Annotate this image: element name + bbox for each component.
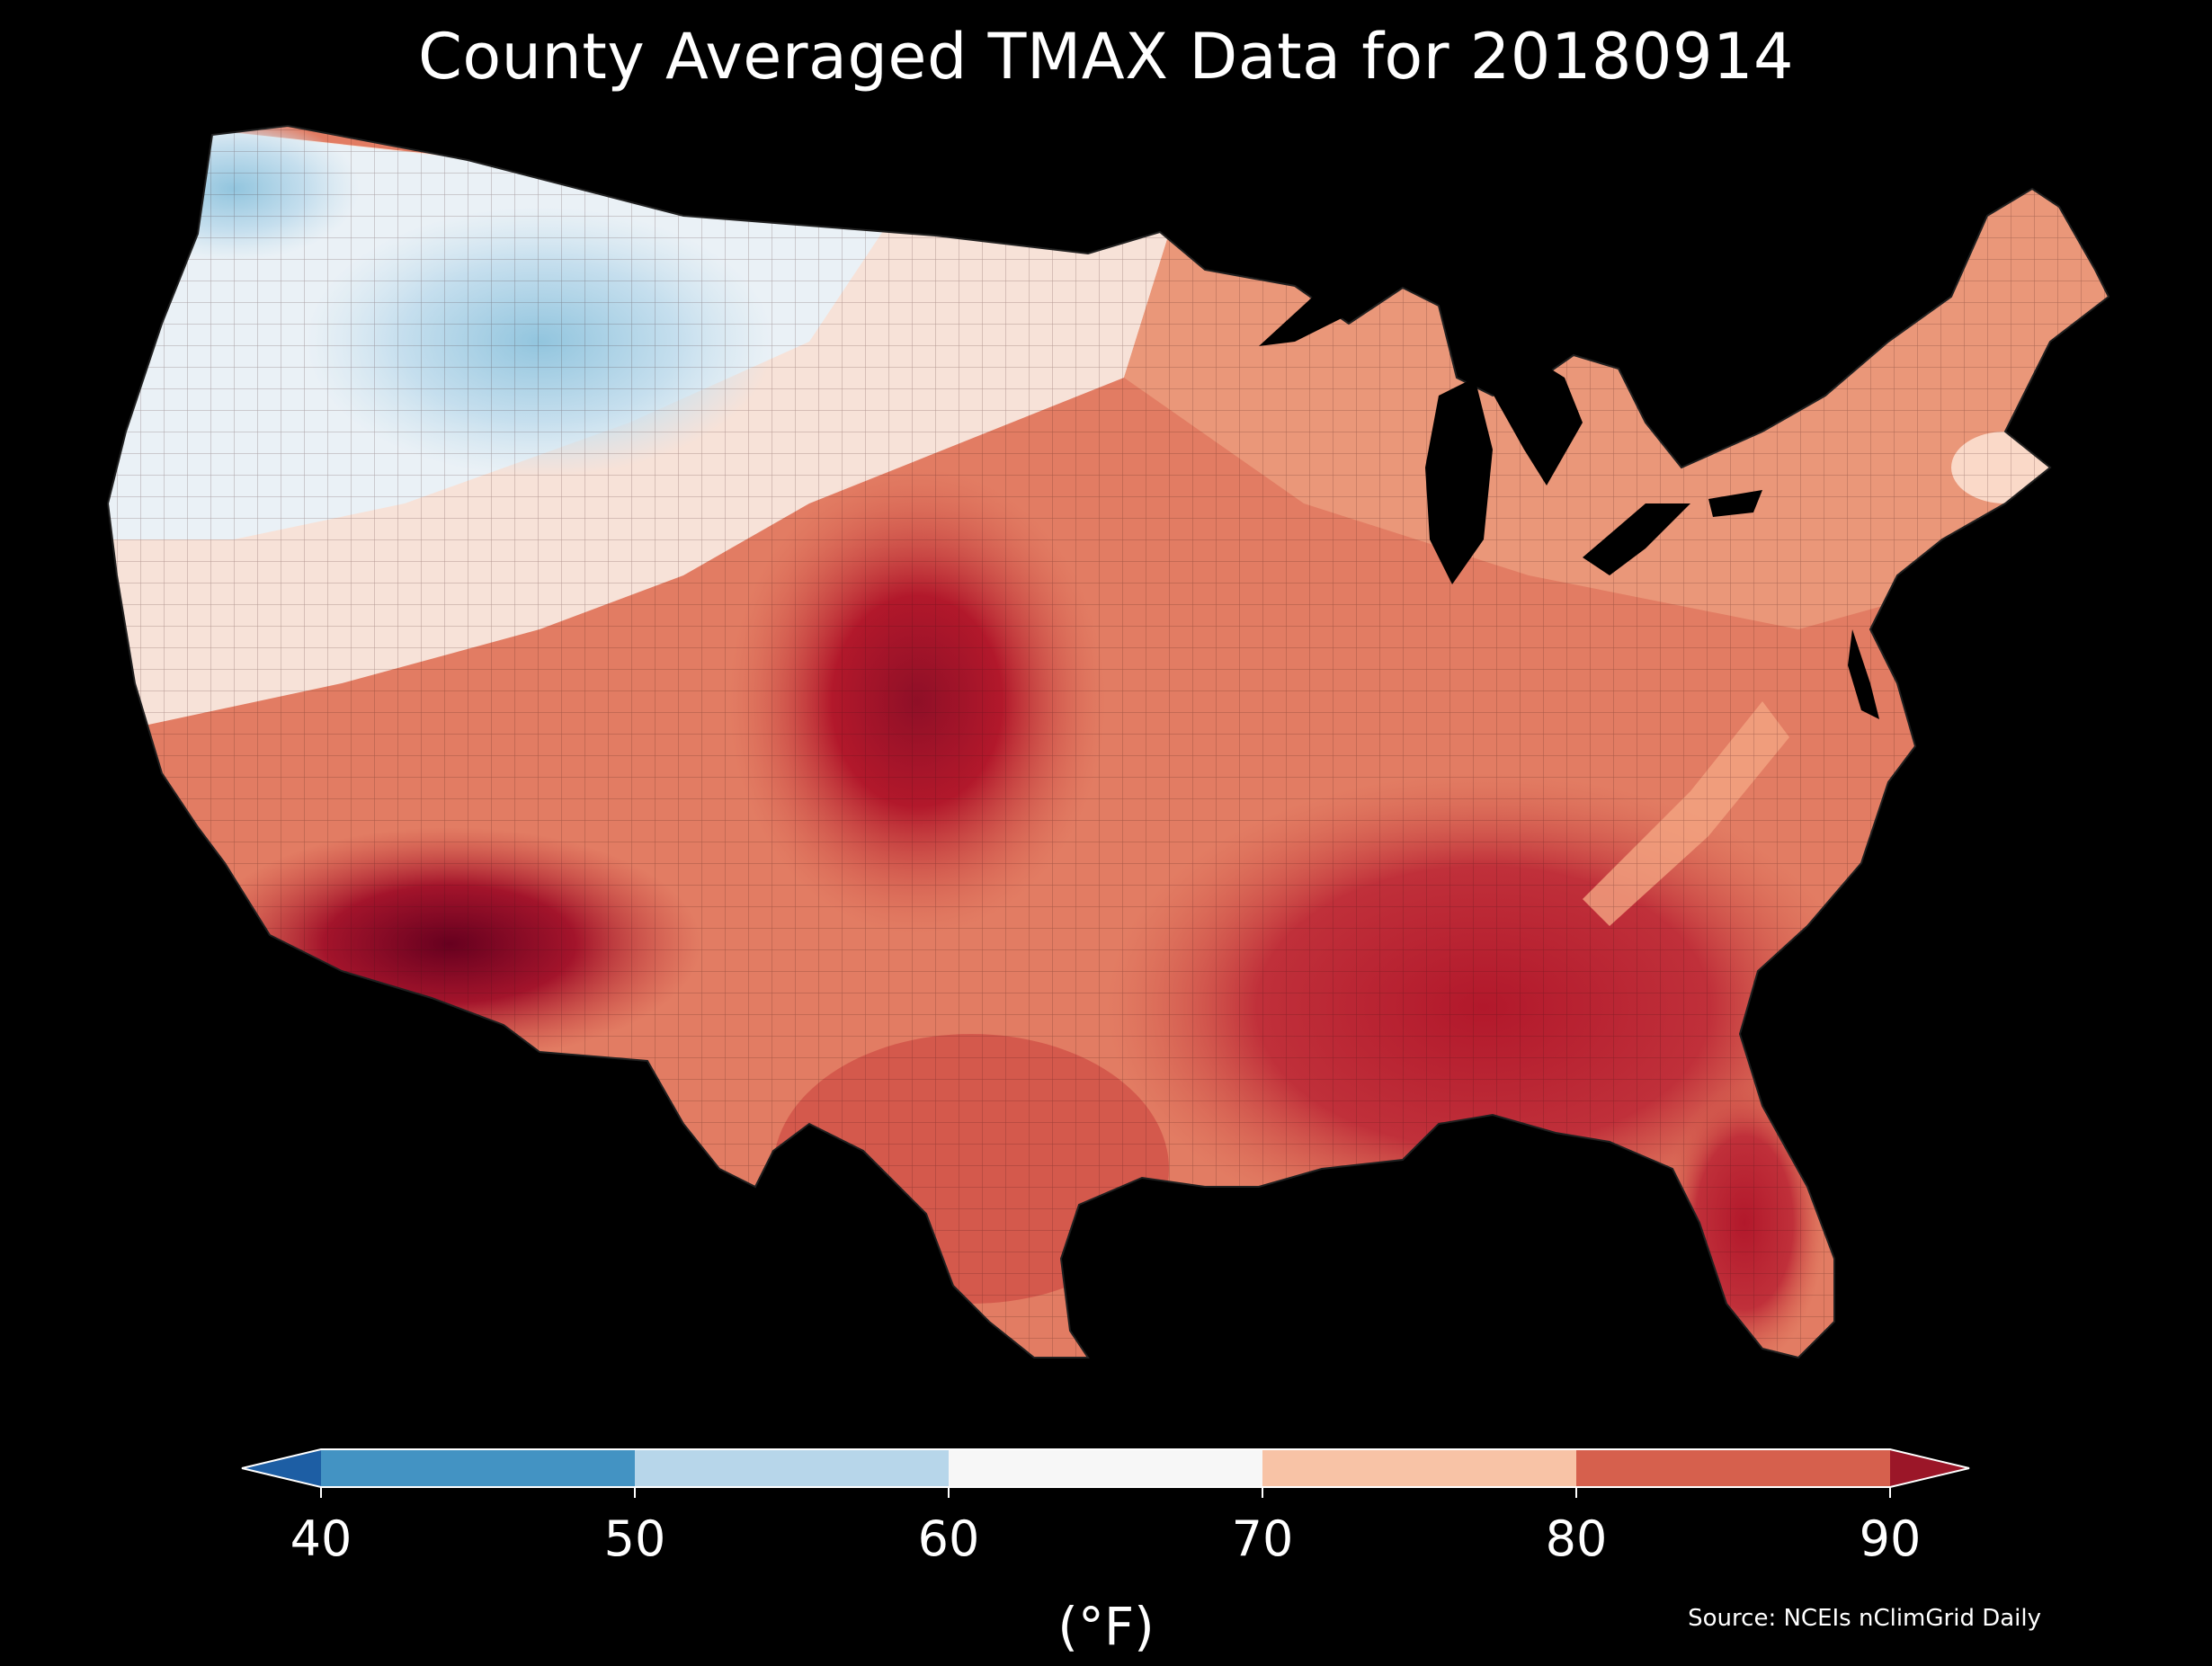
colorbar-tick: 90 [1859,1510,1922,1567]
colorbar-tick: 80 [1545,1510,1608,1567]
great-lakes [1259,265,1762,584]
colorbar-unit-label: (°F) [1057,1596,1155,1657]
colorbar-tick: 70 [1231,1510,1294,1567]
colorbar-bin [321,1449,635,1487]
source-credit: Source: NCEIs nClimGrid Daily [1688,1605,2041,1632]
colorbar-bin [635,1449,949,1487]
colorbar-under-extension [242,1449,321,1487]
colorbar-over-extension [1890,1449,1969,1487]
colorbar-tick: 60 [917,1510,980,1567]
map-title: County Averaged TMAX Data for 20180914 [417,20,1795,94]
colorbar-bin [1576,1449,1890,1487]
colorbar-bin [949,1449,1262,1487]
colorbar-tick: 40 [290,1510,352,1567]
colorbar-tick: 50 [603,1510,666,1567]
colorbar-bin [1262,1449,1576,1487]
